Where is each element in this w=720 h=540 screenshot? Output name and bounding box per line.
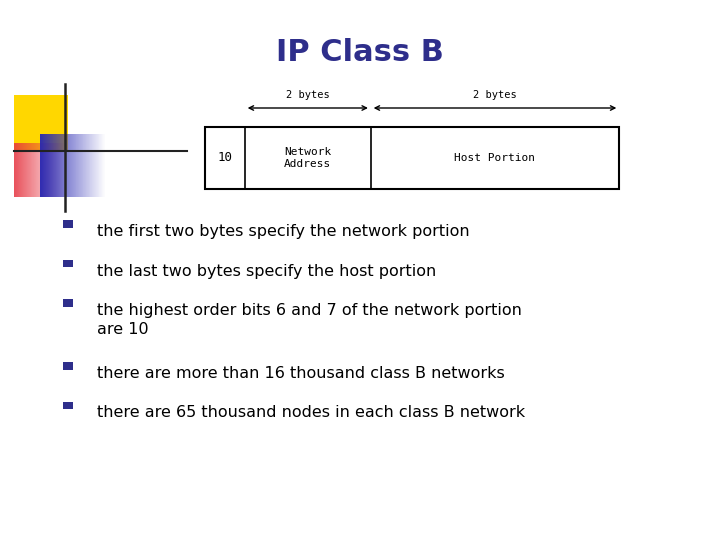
Text: 2 bytes: 2 bytes <box>286 90 330 100</box>
Bar <box>63 402 73 409</box>
Text: the first two bytes specify the network portion: the first two bytes specify the network … <box>97 224 470 239</box>
Text: 2 bytes: 2 bytes <box>473 90 517 100</box>
Text: IP Class B: IP Class B <box>276 38 444 67</box>
Bar <box>63 362 73 370</box>
Text: there are more than 16 thousand class B networks: there are more than 16 thousand class B … <box>97 366 505 381</box>
Text: there are 65 thousand nodes in each class B network: there are 65 thousand nodes in each clas… <box>97 406 526 421</box>
Text: Host Portion: Host Portion <box>454 153 536 163</box>
Text: 10: 10 <box>217 151 233 165</box>
Text: the last two bytes specify the host portion: the last two bytes specify the host port… <box>97 264 436 279</box>
Bar <box>63 299 73 307</box>
Text: the highest order bits 6 and 7 of the network portion
are 10: the highest order bits 6 and 7 of the ne… <box>97 303 522 336</box>
Bar <box>14 94 68 151</box>
Bar <box>63 220 73 228</box>
Text: Network
Address: Network Address <box>284 147 331 168</box>
Bar <box>63 260 73 267</box>
Bar <box>205 127 619 189</box>
